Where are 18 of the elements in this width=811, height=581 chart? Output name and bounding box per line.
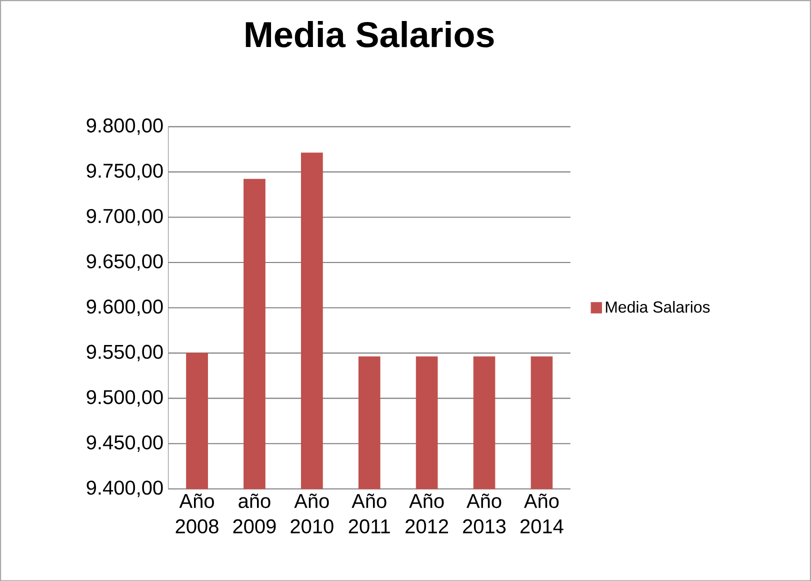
x-tick-label: Año 2012: [406, 493, 448, 534]
chart-title: Media Salarios: [246, 20, 494, 48]
y-tick-label: 9.400,00: [86, 480, 163, 497]
y-tick-label: 9.500,00: [86, 390, 163, 406]
x-tick-label: Año 2011: [348, 493, 390, 534]
x-tick-label: Año 2013: [463, 493, 506, 534]
y-tick-label: 9.450,00: [86, 435, 163, 452]
y-tick-label: 9.650,00: [86, 254, 163, 271]
y-tick-label: 9.550,00: [86, 344, 163, 362]
x-tick-label: año 2009: [233, 493, 276, 534]
legend-label: Media Salarios: [606, 300, 710, 313]
y-tick-label: 9.600,00: [86, 299, 163, 316]
y-tick-label: 9.800,00: [86, 118, 163, 135]
x-tick-label: Año 2008: [176, 493, 218, 534]
y-tick-label: 9.750,00: [86, 164, 163, 180]
x-tick-label: Año 2014: [520, 493, 564, 534]
y-tick-label: 9.700,00: [86, 208, 163, 226]
x-tick-label: Año 2010: [290, 493, 334, 534]
